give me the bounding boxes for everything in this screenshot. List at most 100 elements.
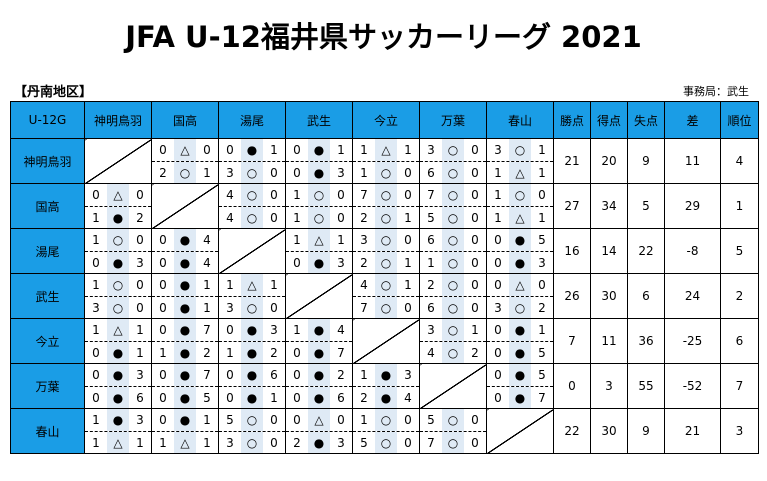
match-cell: 0 ● 4 0 ● 4 bbox=[151, 228, 219, 274]
opponent-score: 0 bbox=[270, 435, 278, 450]
first-leg-result: 0 ● 5 bbox=[487, 364, 553, 387]
second-leg-result: 5 ○ 0 bbox=[353, 432, 419, 453]
opponent-score: 1 bbox=[136, 345, 144, 360]
match-cell: 0 △ 0 2 ○ 1 bbox=[151, 138, 219, 184]
result-mark: △ bbox=[375, 139, 397, 161]
row-team-name: 武生 bbox=[10, 273, 85, 319]
second-leg-result: 0 ● 1 bbox=[152, 297, 218, 318]
match-cell: 0 △ 0 3 ○ 2 bbox=[486, 273, 554, 319]
result-mark: ○ bbox=[107, 274, 129, 296]
own-score: 7 bbox=[427, 188, 435, 202]
result-mark: ○ bbox=[442, 229, 464, 251]
own-score: 0 bbox=[293, 413, 301, 427]
own-score: 6 bbox=[427, 165, 435, 180]
second-leg-result: 0 ● 6 bbox=[286, 387, 352, 408]
match-cell: 3 ○ 0 2 ○ 1 bbox=[352, 228, 420, 274]
own-score: 1 bbox=[92, 435, 100, 450]
opponent-score: 0 bbox=[337, 413, 345, 427]
result-mark: △ bbox=[308, 229, 330, 251]
col-goals-against-header: 失点 bbox=[627, 101, 665, 139]
diagonal-cell bbox=[218, 228, 286, 274]
first-leg-result: 0 ● 5 bbox=[487, 229, 553, 252]
own-score: 1 bbox=[293, 188, 301, 202]
first-leg-result: 1 ○ 0 bbox=[85, 229, 151, 252]
first-leg-result: 0 △ 0 bbox=[487, 274, 553, 297]
result-mark: ● bbox=[308, 432, 330, 453]
opponent-score: 5 bbox=[538, 368, 546, 382]
result-mark: ● bbox=[174, 297, 196, 318]
opponent-score: 0 bbox=[471, 278, 479, 292]
result-mark: ● bbox=[174, 364, 196, 386]
second-leg-result: 1 ○ 0 bbox=[353, 162, 419, 183]
own-score: 0 bbox=[92, 368, 100, 382]
match-cell: 0 ● 1 0 ● 3 bbox=[285, 138, 353, 184]
result-mark: ● bbox=[308, 252, 330, 273]
opponent-score: 1 bbox=[136, 435, 144, 450]
second-leg-result: 0 ● 7 bbox=[487, 387, 553, 408]
goals-against-value: 55 bbox=[627, 363, 665, 409]
result-mark: ● bbox=[509, 387, 531, 408]
match-cell: 1 ● 3 1 △ 1 bbox=[84, 408, 152, 454]
opponent-score: 0 bbox=[136, 233, 144, 247]
opponent-score: 0 bbox=[404, 300, 412, 315]
match-cell: 0 ● 1 0 ● 5 bbox=[486, 318, 554, 364]
second-leg-result: 1 ● 2 bbox=[219, 342, 285, 363]
result-mark: ● bbox=[509, 319, 531, 341]
own-score: 4 bbox=[360, 278, 368, 292]
opponent-score: 7 bbox=[203, 323, 211, 337]
goals-against-value: 36 bbox=[627, 318, 665, 364]
opponent-score: 1 bbox=[203, 278, 211, 292]
opponent-score: 5 bbox=[203, 390, 211, 405]
own-score: 1 bbox=[427, 255, 435, 270]
opponent-score: 1 bbox=[270, 143, 278, 157]
own-score: 1 bbox=[159, 435, 167, 450]
row-team-name: 今立 bbox=[10, 318, 85, 364]
own-score: 2 bbox=[360, 210, 368, 225]
first-leg-result: 5 ○ 0 bbox=[219, 409, 285, 432]
first-leg-result: 1 ○ 0 bbox=[353, 409, 419, 432]
own-score: 1 bbox=[92, 233, 100, 247]
own-score: 0 bbox=[226, 390, 234, 405]
result-mark: ● bbox=[174, 252, 196, 273]
second-leg-result: 1 ○ 0 bbox=[420, 252, 486, 273]
own-score: 3 bbox=[360, 233, 368, 247]
opponent-score: 3 bbox=[538, 255, 546, 270]
result-mark: ○ bbox=[442, 319, 464, 341]
first-leg-result: 1 ○ 0 bbox=[487, 184, 553, 207]
opponent-score: 0 bbox=[136, 300, 144, 315]
first-leg-result: 1 △ 1 bbox=[353, 139, 419, 162]
match-cell: 7 ○ 0 2 ○ 1 bbox=[352, 183, 420, 229]
own-score: 4 bbox=[427, 345, 435, 360]
own-score: 0 bbox=[494, 255, 502, 270]
table-row: 湯尾 1 ○ 0 0 ● 3 0 ● 4 0 ● 4 1 △ 1 0 ● 3 3 ○ 0 2 ○ 1 6 ○ 0 1 ○ 0 0 ● 5 0 ● 3 16… bbox=[10, 228, 759, 274]
result-mark: ● bbox=[509, 252, 531, 273]
table-row: 万葉 0 ● 3 0 ● 6 0 ● 7 0 ● 5 0 ● 6 0 ● 1 0 ● 2 0 ● 6 1 ● 3 2 ● 4 0 ● 5 0 ● 7 0 3… bbox=[10, 363, 759, 409]
result-mark: ● bbox=[107, 252, 129, 273]
second-leg-result: 0 ● 3 bbox=[487, 252, 553, 273]
col-goals-for-header: 得点 bbox=[590, 101, 628, 139]
own-score: 2 bbox=[360, 255, 368, 270]
first-leg-result: 1 ○ 0 bbox=[286, 184, 352, 207]
own-score: 0 bbox=[293, 165, 301, 180]
second-leg-result: 3 ○ 0 bbox=[85, 297, 151, 318]
result-mark: ○ bbox=[241, 297, 263, 318]
opponent-score: 4 bbox=[404, 390, 412, 405]
match-cell: 0 ● 1 3 ○ 0 bbox=[218, 138, 286, 184]
first-leg-result: 0 ● 1 bbox=[152, 274, 218, 297]
own-score: 2 bbox=[360, 390, 368, 405]
row-team-name: 春山 bbox=[10, 408, 85, 454]
office-label: 事務局：武生 bbox=[683, 85, 749, 98]
goal-diff-value: -52 bbox=[664, 363, 721, 409]
opponent-score: 1 bbox=[203, 413, 211, 427]
own-score: 4 bbox=[226, 188, 234, 202]
first-leg-result: 1 ● 4 bbox=[286, 319, 352, 342]
own-score: 0 bbox=[92, 390, 100, 405]
table-row: 今立 1 △ 1 0 ● 1 0 ● 7 1 ● 2 0 ● 3 1 ● 2 1 ● 4 0 ● 7 3 ○ 1 4 ○ 2 0 ● 1 0 ● 5 7 1… bbox=[10, 318, 759, 364]
first-leg-result: 0 ● 6 bbox=[219, 364, 285, 387]
match-cell: 1 △ 1 0 ● 3 bbox=[285, 228, 353, 274]
points-value: 16 bbox=[553, 228, 591, 274]
result-mark: △ bbox=[174, 432, 196, 453]
result-mark: ○ bbox=[442, 139, 464, 161]
own-score: 0 bbox=[159, 143, 167, 157]
opponent-score: 1 bbox=[404, 255, 412, 270]
